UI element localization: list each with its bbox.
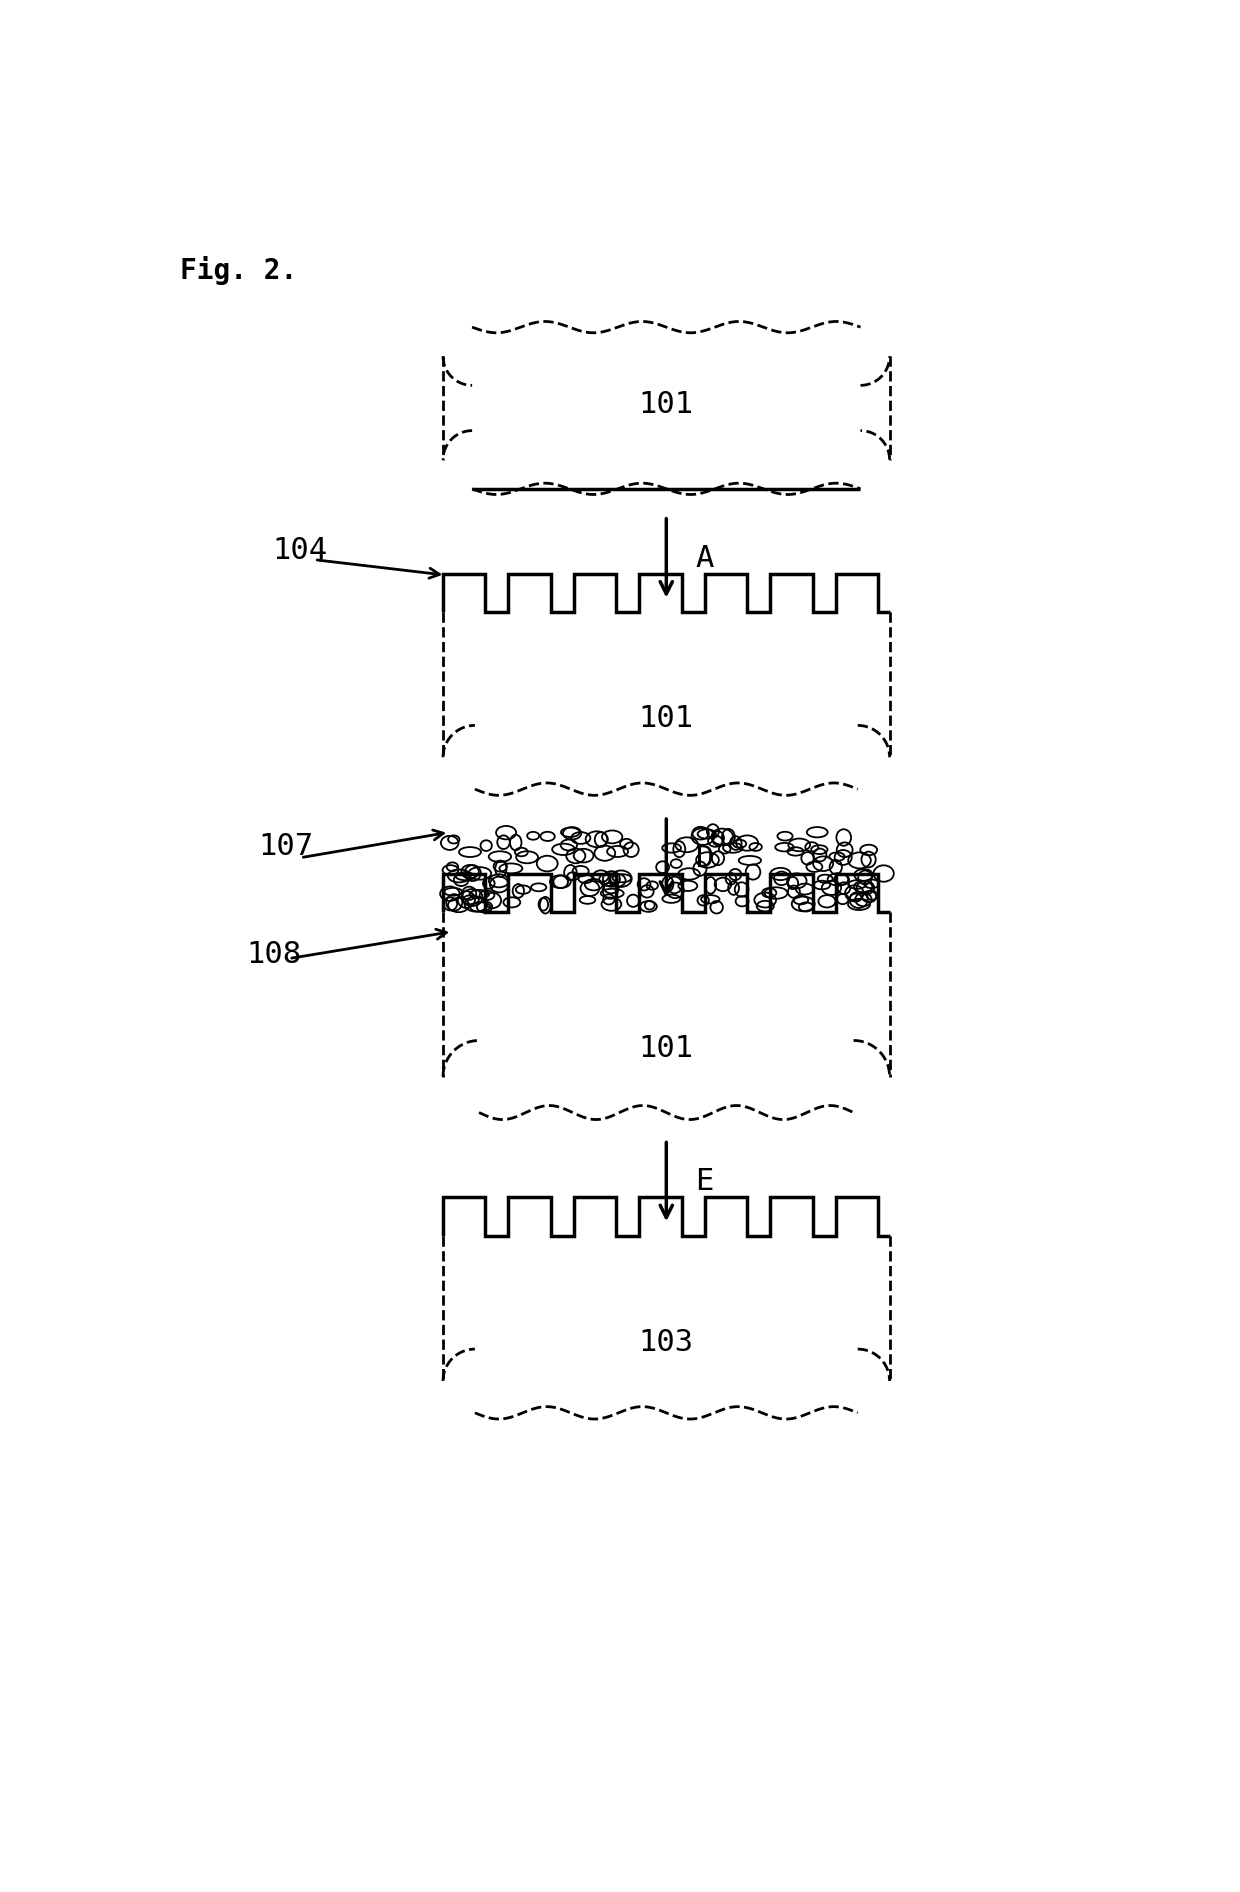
Text: D: D — [696, 844, 714, 872]
Text: 108: 108 — [247, 940, 301, 969]
Text: 101: 101 — [639, 704, 694, 732]
Text: 104: 104 — [272, 535, 327, 566]
Text: 103: 103 — [639, 1328, 694, 1357]
Text: E: E — [696, 1167, 714, 1196]
Text: Fig. 2.: Fig. 2. — [180, 255, 296, 286]
Text: 101: 101 — [639, 390, 694, 420]
Text: 107: 107 — [258, 832, 314, 861]
Text: 101: 101 — [639, 1033, 694, 1063]
Text: A: A — [696, 543, 714, 573]
